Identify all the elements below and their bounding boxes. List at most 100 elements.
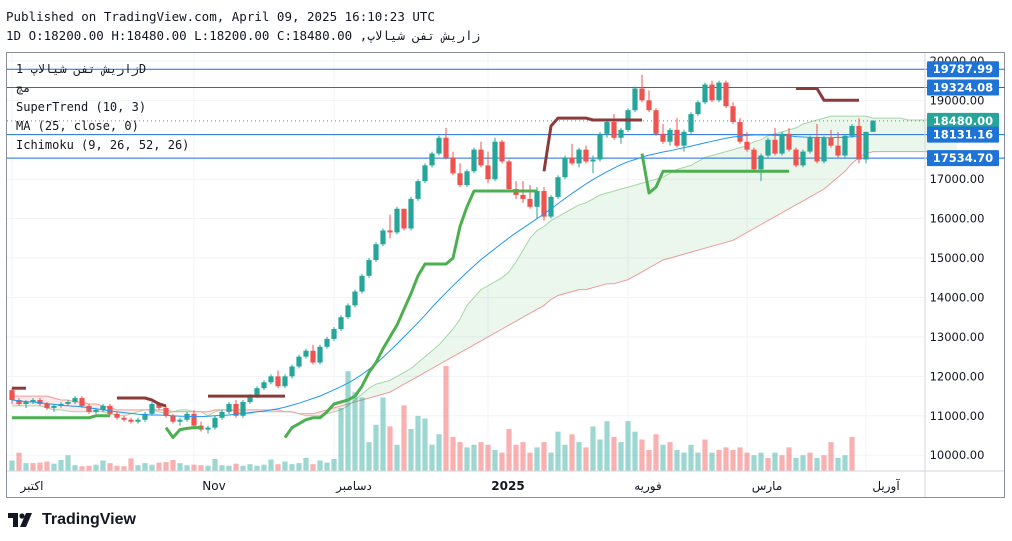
candle-body[interactable]	[121, 417, 127, 420]
candle-body[interactable]	[408, 198, 414, 229]
candle-body[interactable]	[478, 149, 484, 166]
candle-body[interactable]	[205, 427, 211, 430]
candle-body[interactable]	[359, 275, 365, 292]
candle-body[interactable]	[142, 413, 148, 420]
candle-body[interactable]	[422, 165, 428, 182]
candle-body[interactable]	[632, 88, 638, 111]
candle-body[interactable]	[681, 131, 687, 146]
candle-body[interactable]	[240, 401, 246, 416]
candle-body[interactable]	[716, 82, 722, 101]
candle-body[interactable]	[352, 291, 358, 306]
candle-body[interactable]	[534, 191, 540, 207]
candle-body[interactable]	[30, 400, 36, 402]
candle-body[interactable]	[310, 350, 316, 363]
candle-body[interactable]	[597, 133, 603, 160]
candle-body[interactable]	[723, 82, 729, 107]
candle-body[interactable]	[436, 137, 442, 154]
candle-body[interactable]	[450, 157, 456, 174]
candle-body[interactable]	[849, 125, 855, 136]
candle-body[interactable]	[37, 400, 43, 404]
candle-body[interactable]	[191, 413, 197, 426]
candle-body[interactable]	[660, 133, 666, 142]
candle-body[interactable]	[233, 403, 239, 416]
candle-body[interactable]	[779, 133, 785, 154]
candle-body[interactable]	[303, 350, 309, 357]
candle-body[interactable]	[835, 145, 841, 156]
chart-frame[interactable]	[6, 52, 1005, 498]
candle-body[interactable]	[331, 329, 337, 339]
candle-body[interactable]	[177, 419, 183, 422]
candle-body[interactable]	[492, 141, 498, 180]
candle-body[interactable]	[219, 411, 225, 418]
candle-body[interactable]	[114, 413, 120, 418]
candle-body[interactable]	[576, 149, 582, 164]
candle-body[interactable]	[758, 155, 764, 170]
candle-body[interactable]	[646, 100, 652, 111]
candle-body[interactable]	[814, 137, 820, 162]
candle-body[interactable]	[380, 230, 386, 245]
candle-body[interactable]	[744, 141, 750, 150]
candle-body[interactable]	[765, 139, 771, 156]
candle-body[interactable]	[590, 159, 596, 162]
candle-body[interactable]	[520, 194, 526, 199]
candle-body[interactable]	[275, 376, 281, 387]
candle-body[interactable]	[709, 84, 715, 101]
candle-body[interactable]	[772, 139, 778, 154]
candle-body[interactable]	[268, 376, 274, 383]
candle-body[interactable]	[100, 405, 106, 410]
candle-body[interactable]	[254, 388, 260, 397]
candle-body[interactable]	[23, 401, 29, 404]
candle-body[interactable]	[415, 181, 421, 199]
candle-body[interactable]	[485, 165, 491, 180]
candle-body[interactable]	[464, 171, 470, 186]
legend-ichimoku[interactable]: Ichimoku (9, 26, 52, 26)	[16, 138, 190, 152]
candle-body[interactable]	[65, 401, 71, 404]
legend-moving-average[interactable]: MA (25, close, 0)	[16, 119, 139, 133]
candle-body[interactable]	[786, 133, 792, 150]
candle-body[interactable]	[156, 403, 162, 408]
candle-body[interactable]	[261, 382, 267, 389]
candle-body[interactable]	[807, 137, 813, 152]
candle-body[interactable]	[429, 153, 435, 166]
candle-body[interactable]	[604, 122, 610, 134]
candle-body[interactable]	[569, 157, 575, 164]
candle-body[interactable]	[562, 157, 568, 178]
candle-body[interactable]	[338, 317, 344, 330]
candle-body[interactable]	[345, 305, 351, 318]
candle-body[interactable]	[128, 419, 134, 422]
candle-body[interactable]	[506, 161, 512, 190]
candle-body[interactable]	[856, 125, 862, 160]
candle-body[interactable]	[317, 346, 323, 363]
candle-body[interactable]	[653, 110, 659, 134]
candle-body[interactable]	[639, 88, 645, 101]
candle-body[interactable]	[387, 230, 393, 233]
candle-body[interactable]	[289, 366, 295, 377]
candle-body[interactable]	[135, 419, 141, 422]
candle-body[interactable]	[618, 129, 624, 138]
candle-body[interactable]	[170, 415, 176, 422]
candle-body[interactable]	[828, 137, 834, 146]
candle-body[interactable]	[457, 173, 463, 186]
tradingview-logo[interactable]: TradingView	[8, 511, 136, 529]
candle-body[interactable]	[212, 417, 218, 428]
candle-body[interactable]	[611, 122, 617, 138]
candle-body[interactable]	[443, 137, 449, 158]
candle-body[interactable]	[86, 405, 92, 412]
candle-body[interactable]	[821, 137, 827, 162]
candle-body[interactable]	[93, 409, 99, 412]
candle-body[interactable]	[296, 356, 302, 367]
candle-body[interactable]	[184, 413, 190, 420]
candle-body[interactable]	[282, 376, 288, 387]
candle-body[interactable]	[863, 131, 869, 160]
candle-body[interactable]	[870, 120, 876, 132]
candle-body[interactable]	[107, 405, 113, 414]
candle-body[interactable]	[695, 102, 701, 115]
candle-body[interactable]	[471, 149, 477, 172]
candle-body[interactable]	[72, 398, 78, 402]
candle-body[interactable]	[373, 244, 379, 261]
candle-body[interactable]	[583, 149, 589, 162]
candle-body[interactable]	[674, 129, 680, 146]
candle-body[interactable]	[9, 390, 15, 401]
candle-body[interactable]	[394, 208, 400, 233]
candle-body[interactable]	[44, 403, 50, 408]
